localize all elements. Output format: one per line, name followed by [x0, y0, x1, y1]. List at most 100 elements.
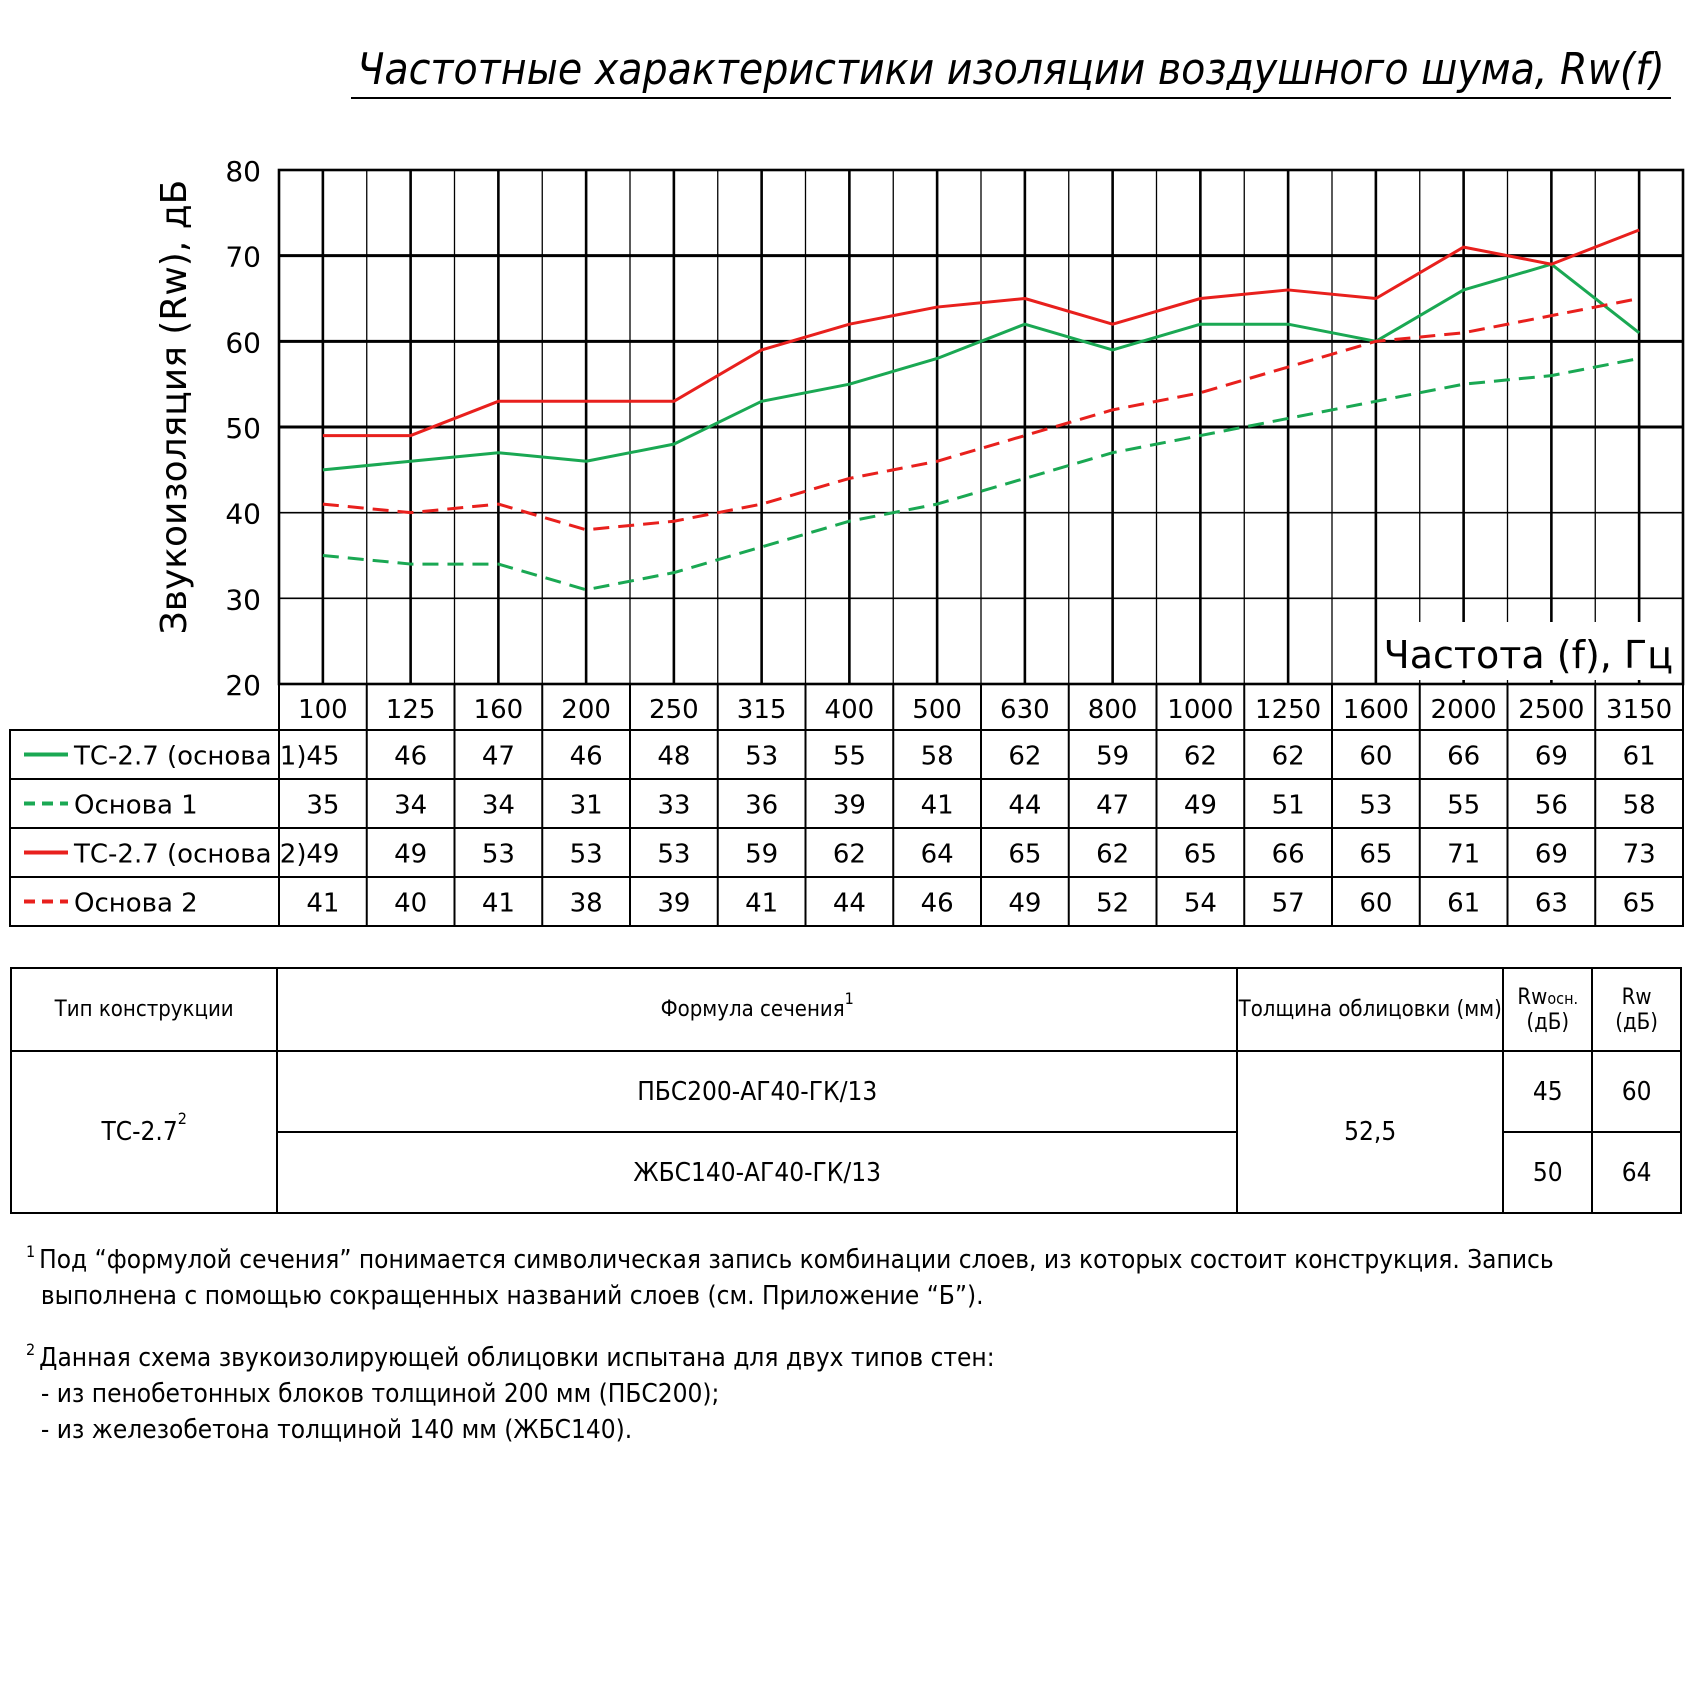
series-line-1 [322, 262, 1641, 472]
data-label: 71 [1447, 840, 1480, 870]
header-thickness: Толщина облицовки (мм) [1236, 967, 1505, 1052]
formula-row-1: ПБС200-АГ40-ГК/13 [276, 1050, 1239, 1133]
data-label: 49 [1008, 889, 1041, 919]
rw-row-1: 60 [1591, 1050, 1682, 1133]
legend-label: ТС-2.7 (основа 1) [73, 742, 307, 772]
rw-base-row-1: 45 [1502, 1050, 1594, 1133]
data-label: 60 [1359, 889, 1392, 919]
rw-row-2: 64 [1591, 1131, 1682, 1214]
data-label: 65 [1623, 889, 1656, 919]
data-label: 31 [570, 791, 603, 821]
data-label: 41 [921, 791, 954, 821]
data-label: 59 [745, 840, 778, 870]
data-label: 46 [570, 742, 603, 772]
x-axis-label-bg [1383, 622, 1679, 680]
data-label: 54 [1184, 889, 1217, 919]
data-label: 61 [1447, 889, 1480, 919]
formula-row-2: ЖБС140-АГ40-ГК/13 [276, 1131, 1239, 1214]
header-rw-base: Rwосн. (дБ) [1502, 967, 1594, 1052]
x-tick-label: 500 [912, 695, 962, 725]
data-label: 40 [394, 889, 427, 919]
header-type: Тип конструкции [9, 967, 279, 1052]
data-label: 53 [570, 840, 603, 870]
x-tick-label: 1250 [1255, 695, 1321, 725]
legend-label: ТС-2.7 (основа 2) [73, 840, 307, 870]
data-label: 34 [394, 791, 427, 821]
data-label: 39 [657, 889, 690, 919]
data-label: 41 [482, 889, 515, 919]
y-tick-label: 40 [225, 498, 261, 531]
data-label: 46 [921, 889, 954, 919]
data-label: 35 [306, 791, 339, 821]
x-tick-label: 2000 [1431, 695, 1497, 725]
data-label: 38 [570, 889, 603, 919]
chart: 20 30 40 50 60 70 80 Звукоизоляция (Rw), дБ Част… [9, 155, 1685, 927]
x-tick-label: 250 [649, 695, 699, 725]
x-tick-label: 2500 [1518, 695, 1584, 725]
footnote-1: 1 Под “формулой сечения” понимается симво… [26, 1242, 1554, 1311]
data-label: 62 [1184, 742, 1217, 772]
data-label: 65 [1008, 840, 1041, 870]
x-tick-label: 315 [737, 695, 787, 725]
data-row [9, 876, 1684, 927]
y-tick-label: 50 [225, 412, 261, 445]
data-label: 69 [1535, 840, 1568, 870]
data-label: 46 [394, 742, 427, 772]
y-tick-label: 60 [225, 326, 261, 359]
data-label: 44 [1008, 791, 1041, 821]
data-label: 49 [394, 840, 427, 870]
data-label: 55 [1447, 791, 1480, 821]
data-label: 33 [657, 791, 690, 821]
data-label: 60 [1359, 742, 1392, 772]
y-tick-label: 80 [225, 155, 261, 188]
footnote-1-mark: 1 [26, 1242, 36, 1261]
header-formula: Формула сечения1 [276, 967, 1239, 1052]
x-tick-label: 100 [298, 695, 348, 725]
data-label: 58 [921, 742, 954, 772]
data-label: 44 [833, 889, 866, 919]
data-label: 41 [745, 889, 778, 919]
data-label: 62 [1096, 840, 1129, 870]
data-label: 62 [1008, 742, 1041, 772]
header-rw: Rw (дБ) [1591, 967, 1682, 1052]
data-label: 47 [1096, 791, 1129, 821]
footnote-2-mark: 2 [26, 1340, 36, 1359]
x-tick-label: 800 [1088, 695, 1138, 725]
data-label: 48 [657, 742, 690, 772]
thickness-cell: 52,5 [1236, 1050, 1505, 1214]
data-label: 65 [1184, 840, 1217, 870]
data-label: 49 [306, 840, 339, 870]
construction-table: Тип конструкции Формула сечения1 Толщина… [9, 967, 1682, 1214]
data-label: 34 [482, 791, 515, 821]
y-tick-label: 20 [225, 669, 261, 702]
x-tick-label: 3150 [1606, 695, 1672, 725]
data-label: 53 [657, 840, 690, 870]
y-tick-label: 30 [225, 583, 261, 616]
data-label: 41 [306, 889, 339, 919]
data-label: 65 [1359, 840, 1392, 870]
rw-base-row-2: 50 [1502, 1131, 1594, 1214]
data-label: 64 [921, 840, 954, 870]
data-label: 69 [1535, 742, 1568, 772]
legend-label: Основа 1 [74, 791, 198, 821]
data-label: 53 [482, 840, 515, 870]
data-label: 47 [482, 742, 515, 772]
data-label: 51 [1272, 791, 1305, 821]
data-label: 62 [1272, 742, 1305, 772]
series-line-4 [322, 297, 1640, 532]
x-tick-label: 125 [386, 695, 436, 725]
footnote-2: 2 Данная схема звукоизолирующей облицовки… [26, 1340, 995, 1445]
data-label: 59 [1096, 742, 1129, 772]
data-label: 66 [1272, 840, 1305, 870]
data-label: 53 [745, 742, 778, 772]
x-axis-label: Частота (f), Гц [1384, 633, 1673, 677]
chart-title: Частотные характеристики изоляции воздуш… [0, 44, 1692, 99]
type-cell: ТС-2.72 [9, 1050, 279, 1214]
legend-label: Основа 2 [74, 889, 198, 919]
data-label: 63 [1535, 889, 1568, 919]
data-label: 61 [1623, 742, 1656, 772]
data-label: 49 [1184, 791, 1217, 821]
y-tick-label: 70 [225, 241, 261, 274]
data-label: 52 [1096, 889, 1129, 919]
x-tick-label: 1600 [1343, 695, 1409, 725]
